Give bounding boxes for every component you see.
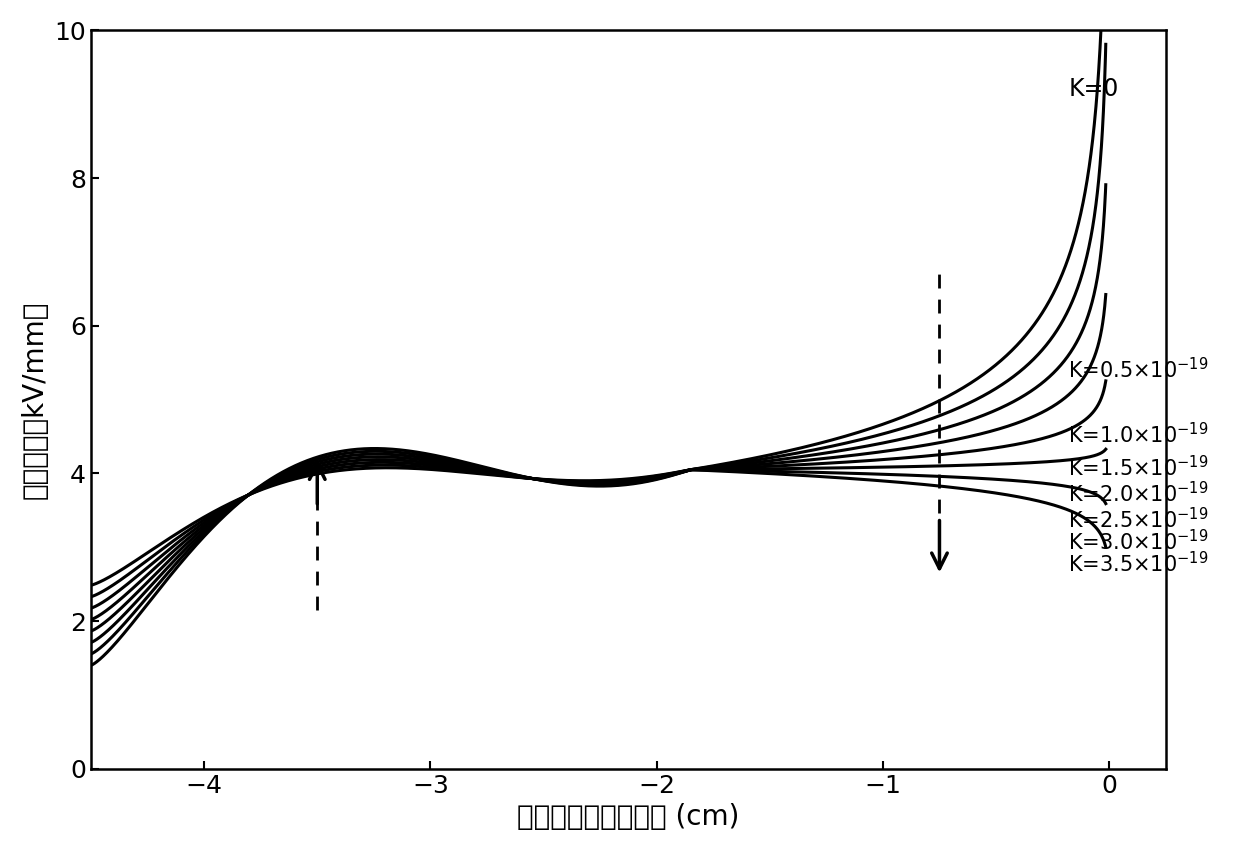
Text: K=0.5×10$^{-19}$: K=0.5×10$^{-19}$ <box>1069 357 1209 383</box>
Text: K=2.5×10$^{-19}$: K=2.5×10$^{-19}$ <box>1069 507 1209 532</box>
Text: K=0: K=0 <box>1069 78 1118 101</box>
Text: K=1.5×10$^{-19}$: K=1.5×10$^{-19}$ <box>1069 455 1209 480</box>
Text: K=1.0×10$^{-19}$: K=1.0×10$^{-19}$ <box>1069 423 1209 447</box>
Text: K=3.0×10$^{-19}$: K=3.0×10$^{-19}$ <box>1069 529 1209 554</box>
X-axis label: 圆台绵缘子轴向坐标 (cm): 圆台绵缘子轴向坐标 (cm) <box>517 803 739 832</box>
Text: K=2.0×10$^{-19}$: K=2.0×10$^{-19}$ <box>1069 481 1209 507</box>
Text: K=3.5×10$^{-19}$: K=3.5×10$^{-19}$ <box>1069 551 1209 576</box>
Y-axis label: 电场强度（kV/mm）: 电场强度（kV/mm） <box>21 301 48 498</box>
